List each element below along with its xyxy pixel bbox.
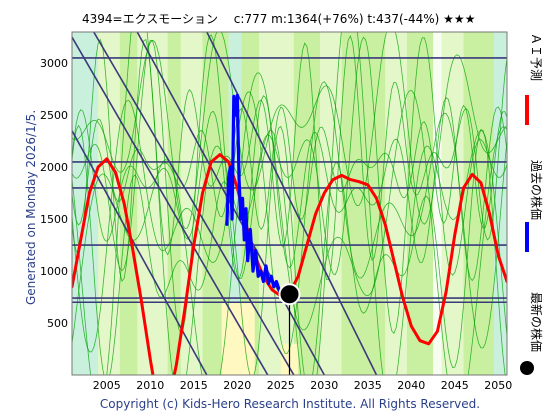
x-tick-label: 2040 — [397, 379, 425, 392]
thin-green-curve — [72, 124, 506, 375]
trend-line — [72, 36, 269, 375]
generated-date: Generated on Monday 2026/1/5. — [24, 110, 38, 305]
legend-item-latest: 最新の株価 — [520, 292, 544, 375]
latest-price-layer — [278, 283, 301, 306]
thin-green-curve — [72, 32, 507, 230]
trend-line — [72, 130, 208, 375]
y-axis-ticks: 500 1000 1500 2000 2500 3000 — [40, 57, 68, 330]
x-tick-label: 2045 — [441, 379, 469, 392]
x-tick-label: 2025 — [267, 379, 295, 392]
legend: ＡＩ予測 過去の株価 最新の株価 — [520, 33, 544, 375]
y-tick-label: 1500 — [40, 213, 68, 226]
trend-line — [206, 32, 378, 375]
legend-ai-label: ＡＩ予測 — [529, 33, 543, 81]
legend-latest-label: 最新の株価 — [529, 292, 544, 352]
x-tick-label: 2050 — [484, 379, 512, 392]
past-price-line — [225, 93, 286, 296]
background-band — [493, 32, 507, 375]
y-tick-label: 2000 — [40, 161, 68, 174]
legend-latest-marker — [520, 361, 534, 375]
trend-line — [93, 32, 295, 375]
latest-price-marker — [278, 283, 301, 306]
background-band — [433, 32, 442, 375]
y-tick-label: 500 — [47, 317, 68, 330]
background-band — [221, 302, 255, 375]
plot-border — [71, 31, 508, 376]
thin-green-curve — [72, 34, 507, 335]
x-axis-ticks: 2005 2010 2015 2020 2025 2030 2035 2040 2045 2050 — [93, 379, 512, 392]
x-tick-label: 2010 — [136, 379, 164, 392]
y-tick-label: 2500 — [40, 109, 68, 122]
x-tick-label: 2030 — [310, 379, 338, 392]
y-tick-label: 1000 — [40, 265, 68, 278]
plot-frame — [71, 31, 508, 376]
x-tick-label: 2015 — [180, 379, 208, 392]
thin-green-curve — [72, 34, 507, 282]
thin-green-curve — [72, 72, 507, 375]
background-band — [319, 32, 342, 375]
thin-green-curve — [72, 32, 507, 375]
x-tick-label: 2020 — [223, 379, 251, 392]
legend-item-past: 過去の株価 — [525, 160, 544, 252]
y-tick-label: 3000 — [40, 57, 68, 70]
copyright-text: Copyright (c) Kids-Hero Research Institu… — [100, 397, 480, 411]
legend-past-label: 過去の株価 — [529, 160, 544, 220]
thin-green-curve — [72, 104, 507, 231]
x-tick-label: 2035 — [354, 379, 382, 392]
legend-item-ai: ＡＩ予測 — [525, 33, 543, 125]
chart-title: 4394=エクスモーション c:777 m:1364(+76%) t:437(-… — [82, 12, 475, 26]
x-tick-label: 2005 — [93, 379, 121, 392]
